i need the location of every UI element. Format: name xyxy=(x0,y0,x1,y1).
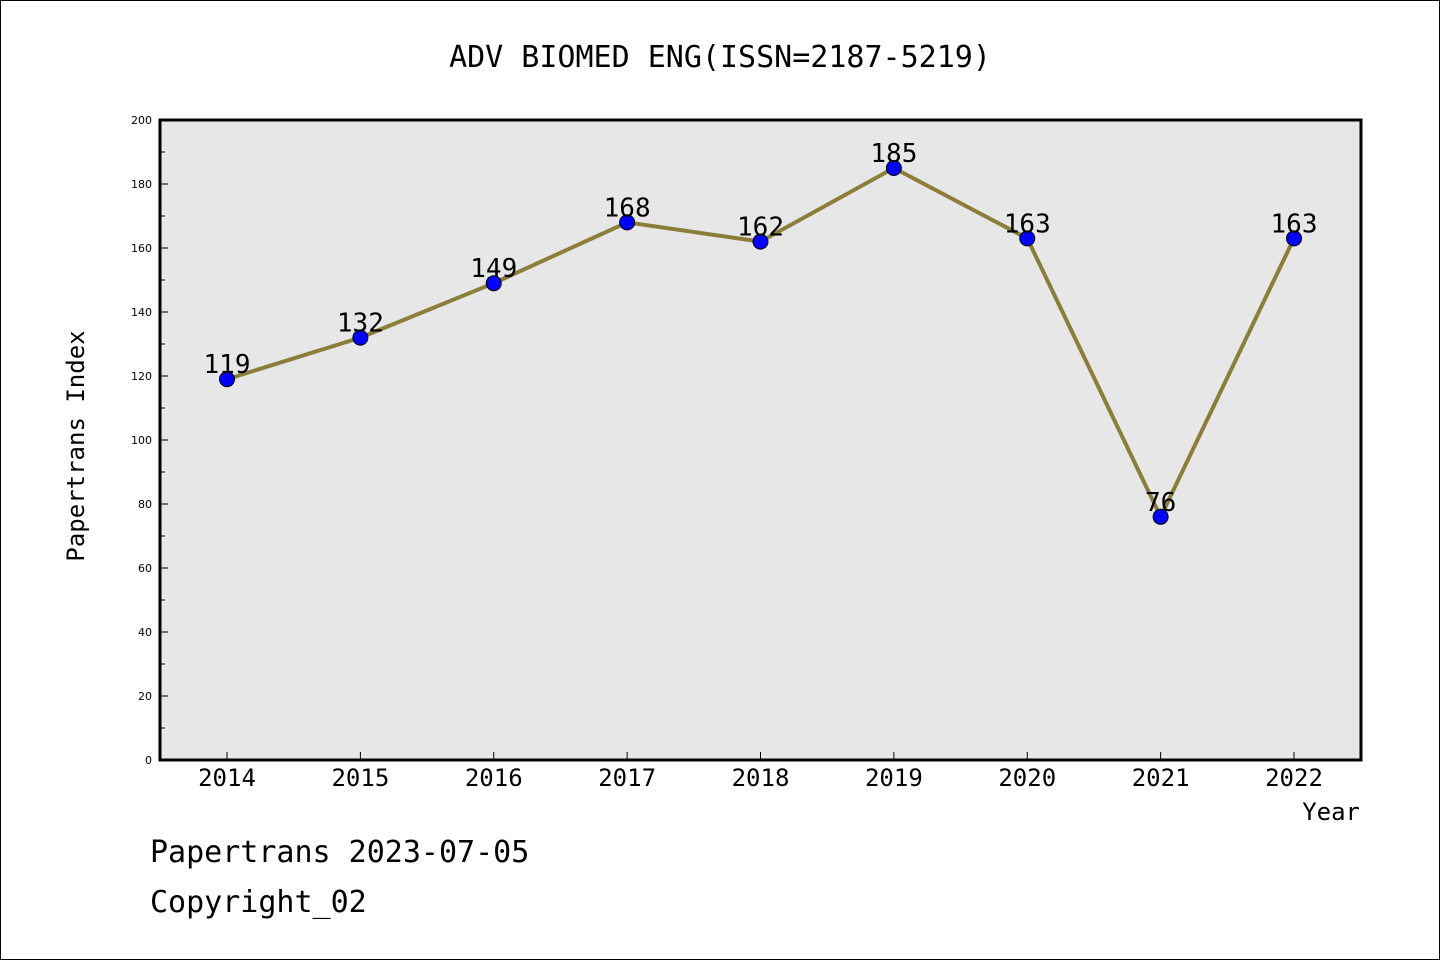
y-tick-label: 200 xyxy=(131,114,152,127)
data-label: 162 xyxy=(737,213,784,243)
x-tick-label: 2019 xyxy=(865,764,923,792)
data-point xyxy=(219,371,235,388)
y-tick-label: 20 xyxy=(138,690,152,703)
footer-date: Papertrans 2023-07-05 xyxy=(150,835,530,870)
plot-border xyxy=(158,118,1363,762)
data-series: 119 132 149 168 162 185 163 76 163 xyxy=(204,139,1318,525)
x-axis: 2014 2015 2016 2017 2018 2019 2020 2021 2022 xyxy=(198,752,1323,792)
footer-copyright: Copyright_02 xyxy=(150,885,367,920)
y-tick-label: 80 xyxy=(138,498,152,511)
y-tick-label: 180 xyxy=(131,178,152,191)
y-axis-label: Papertrans Index xyxy=(62,330,90,561)
data-label: 149 xyxy=(470,254,517,284)
data-label: 119 xyxy=(204,350,251,380)
data-point xyxy=(1152,508,1169,525)
x-tick-label: 2015 xyxy=(331,764,389,792)
y-tick-label: 160 xyxy=(131,242,152,255)
data-label: 132 xyxy=(337,309,384,339)
x-tick-label: 2022 xyxy=(1265,764,1323,792)
y-tick-label: 40 xyxy=(138,626,152,639)
y-tick-label: 140 xyxy=(131,306,152,319)
x-tick-label: 2018 xyxy=(732,764,790,792)
y-tick-label: 100 xyxy=(131,434,152,447)
x-tick-label: 2017 xyxy=(598,764,656,792)
data-label: 185 xyxy=(870,139,917,169)
x-tick-label: 2020 xyxy=(998,764,1056,792)
data-point xyxy=(885,160,902,176)
data-label: 163 xyxy=(1004,209,1051,239)
y-axis: 0 20 40 60 80 100 120 140 160 180 200 xyxy=(131,114,168,767)
plot-area xyxy=(160,120,1361,760)
data-label: 163 xyxy=(1271,209,1318,239)
data-point xyxy=(1019,230,1036,247)
y-tick-label: 60 xyxy=(138,562,152,575)
x-tick-label: 2016 xyxy=(465,764,523,792)
data-point xyxy=(752,233,769,250)
x-tick-label: 2014 xyxy=(198,764,256,792)
chart-title: ADV BIOMED ENG(ISSN=2187-5219) xyxy=(449,40,991,75)
data-point xyxy=(1286,230,1302,247)
x-axis-label: Year xyxy=(1302,798,1360,826)
data-point xyxy=(485,275,502,292)
data-label: 168 xyxy=(604,193,651,223)
data-point xyxy=(619,214,636,231)
data-label: 76 xyxy=(1145,488,1176,518)
y-tick-label: 120 xyxy=(131,370,152,383)
x-tick-label: 2021 xyxy=(1132,764,1190,792)
y-tick-label: 0 xyxy=(145,754,152,767)
data-point xyxy=(352,329,369,346)
